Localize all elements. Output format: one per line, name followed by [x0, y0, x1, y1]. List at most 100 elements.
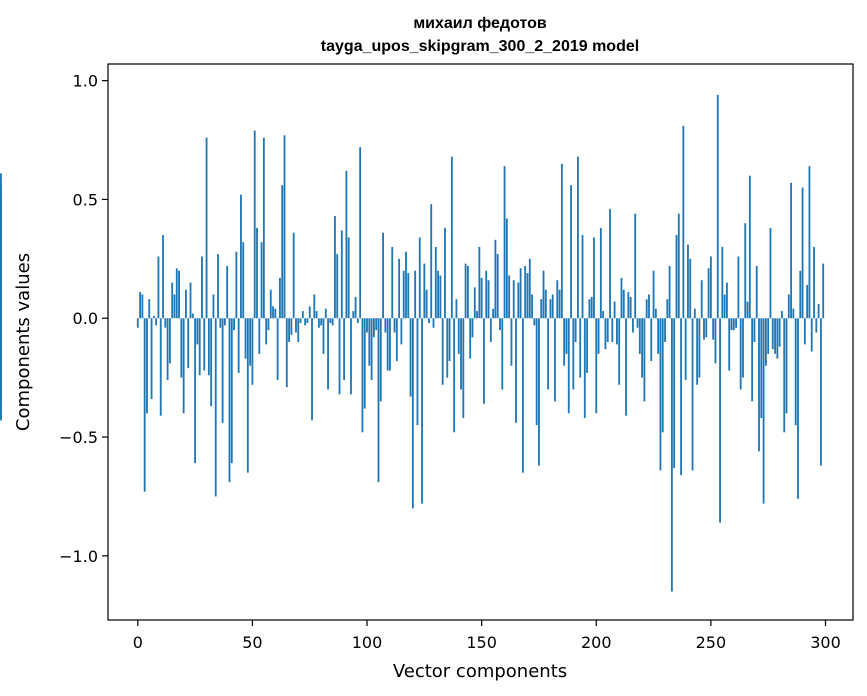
bar — [762, 318, 765, 504]
bar — [290, 318, 293, 335]
bar — [588, 299, 591, 319]
bar — [751, 318, 754, 402]
bar — [794, 318, 797, 426]
bar — [416, 318, 419, 426]
bar — [540, 299, 543, 319]
bar — [338, 318, 341, 395]
bar — [304, 318, 307, 326]
bar — [315, 311, 318, 319]
bar — [409, 318, 412, 397]
bar — [579, 318, 582, 378]
bar — [480, 277, 483, 319]
bar — [329, 318, 332, 323]
bar — [567, 318, 570, 414]
bar — [354, 296, 357, 319]
bar — [152, 315, 155, 319]
bar — [173, 294, 176, 319]
bar — [721, 246, 724, 319]
bar — [356, 318, 359, 323]
bar — [742, 318, 744, 378]
bar — [466, 265, 469, 319]
bar — [395, 318, 398, 362]
bar — [377, 318, 380, 483]
bar — [597, 318, 600, 354]
bar — [327, 318, 329, 390]
bar — [439, 275, 442, 319]
bar — [191, 313, 194, 319]
bar — [609, 208, 611, 319]
bar — [803, 318, 806, 345]
bar — [361, 318, 364, 433]
bar — [687, 244, 689, 319]
bar — [657, 318, 660, 354]
bar — [324, 308, 327, 319]
bar — [627, 292, 630, 319]
bar — [707, 268, 710, 319]
bar — [402, 270, 405, 319]
bar — [746, 301, 749, 319]
bar — [599, 227, 602, 319]
bar — [198, 318, 201, 376]
bar — [677, 213, 680, 319]
bar — [150, 318, 153, 400]
bar — [423, 263, 426, 319]
bar — [819, 318, 822, 466]
bar — [730, 318, 733, 331]
bar — [455, 299, 458, 319]
bar — [311, 318, 313, 421]
bar — [473, 287, 476, 319]
bar — [638, 318, 641, 354]
bar — [753, 318, 756, 342]
bar — [262, 137, 265, 319]
bar — [661, 318, 664, 433]
bar — [464, 263, 467, 319]
bar — [432, 318, 435, 328]
bar — [508, 275, 511, 319]
bar — [136, 318, 139, 328]
bar — [645, 299, 648, 319]
bar — [446, 318, 449, 378]
bar — [709, 256, 712, 319]
bar — [308, 306, 311, 319]
bar — [285, 318, 288, 388]
bar — [411, 318, 414, 509]
bar — [528, 258, 531, 319]
bar — [595, 318, 598, 414]
bar — [515, 318, 517, 423]
bar — [700, 280, 703, 319]
bar — [382, 232, 384, 319]
bar — [615, 318, 618, 345]
x-tick-label: 0 — [133, 633, 143, 652]
bar — [806, 284, 809, 319]
bar — [673, 318, 676, 468]
bar — [162, 235, 164, 319]
bar — [0, 318, 2, 340]
plot-frame — [107, 63, 854, 621]
bar — [732, 318, 735, 331]
bar — [641, 318, 644, 378]
bar — [340, 230, 343, 319]
bar — [201, 256, 203, 319]
bar — [233, 318, 235, 331]
bar — [185, 289, 187, 319]
bar — [175, 268, 178, 319]
bar — [391, 246, 394, 319]
bar — [574, 318, 577, 342]
bar — [556, 280, 559, 319]
bar — [774, 318, 776, 354]
bar — [611, 318, 614, 342]
bar — [636, 318, 639, 328]
bar — [366, 318, 368, 333]
bar — [453, 318, 456, 433]
bar — [778, 318, 781, 347]
bar — [664, 318, 666, 342]
bar — [551, 294, 554, 319]
bar — [384, 318, 387, 333]
y-tick-label: 0.0 — [73, 309, 98, 328]
bar — [244, 318, 247, 359]
bar — [689, 258, 692, 319]
bar — [625, 318, 627, 416]
bar — [547, 318, 550, 390]
y-axis-label: Components values — [13, 253, 34, 431]
bar — [620, 277, 623, 319]
